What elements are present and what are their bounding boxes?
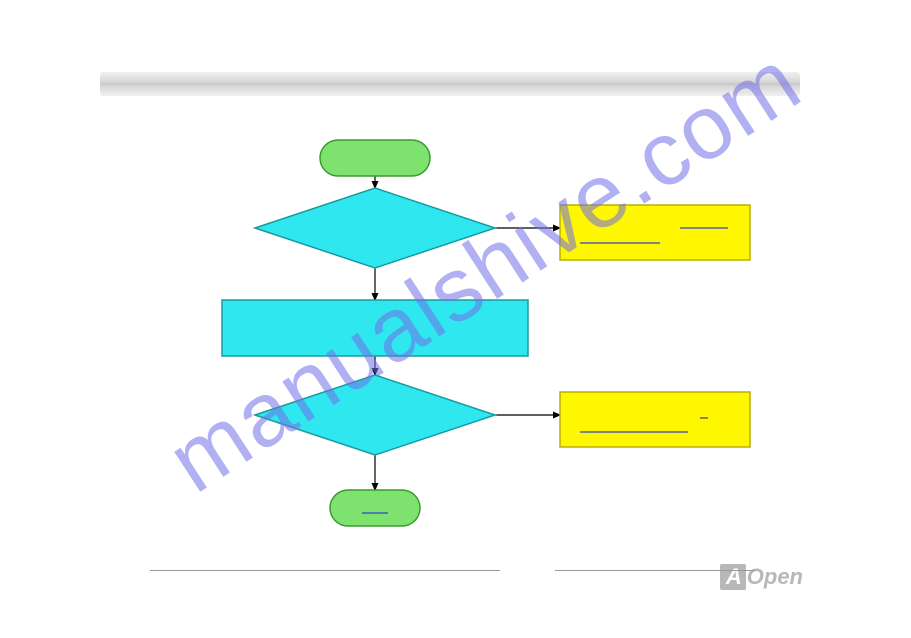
- node-d2: [255, 375, 495, 455]
- node-p1: [222, 300, 528, 356]
- node-y2: [560, 392, 750, 447]
- brand-logo-prefix: A: [720, 564, 746, 590]
- footer-line-0: [150, 570, 500, 571]
- flowchart-canvas: [0, 0, 911, 638]
- node-end: [330, 490, 420, 526]
- footer-line-1: [555, 570, 755, 571]
- node-start: [320, 140, 430, 176]
- brand-logo-text: Open: [747, 564, 803, 590]
- brand-logo: AOpen: [720, 564, 803, 590]
- node-y1: [560, 205, 750, 260]
- node-d1: [255, 188, 495, 268]
